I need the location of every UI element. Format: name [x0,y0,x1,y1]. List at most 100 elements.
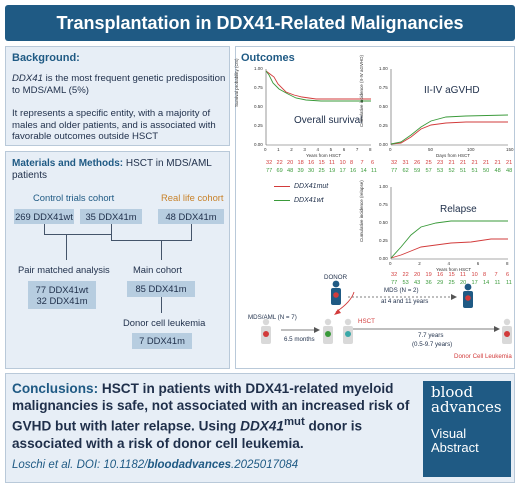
os-risk-wt: 25 [318,168,325,174]
os-x-tick: 5 [329,147,333,152]
relapse-risk-mut: 11 [460,272,466,278]
gvhd-title: II-IV aGVHD [424,85,480,96]
gvhd-risk-wt: 53 [437,168,444,174]
patient-icon-3 [343,318,353,344]
relapse-risk-wt: 43 [414,280,421,286]
journal-logo: blood advances Visual Abstract [423,381,511,477]
os-risk-mut: 18 [297,160,304,166]
gvhd-y-tick: 0.00 [379,142,388,147]
control-cohort-label: Control trials cohort [33,192,115,203]
gvhd-y-tick: 0.50 [379,104,388,109]
os-risk-wt: 48 [287,168,294,174]
relapse-title: Relapse [440,204,477,215]
methods-panel: Materials and Methods: HSCT in MDS/AML p… [5,151,230,369]
gvhd-risk-mut: 23 [437,160,444,166]
years-label: 7.7 years [418,332,444,339]
relapse-y-tick: 0.50 [379,220,388,225]
relapse-risk-mut: 19 [425,272,432,278]
os-risk-wt: 17 [339,168,346,174]
donor-cell-leukemia-box: 7 DDX41m [132,333,192,349]
relapse-x-tick: 8 [506,261,509,266]
connector [191,224,192,240]
os-risk-wt: 69 [276,168,283,174]
gvhd-ylabel: Cumulative incidence (II-IV aGVHD) [359,54,364,127]
patient-icon-1 [261,318,271,344]
relapse-risk-mut: 10 [471,272,478,278]
os-risk-mut: 15 [318,160,325,166]
relapse-risk-mut: 16 [437,272,444,278]
background-panel: Background: DDX41 is the most frequent g… [5,46,230,146]
connector [66,234,67,260]
gvhd-risk-wt: 52 [448,168,455,174]
os-risk-wt: 77 [266,168,273,174]
gvhd-risk-wt: 59 [414,168,421,174]
os-y-tick: 1.00 [254,66,263,71]
citation: Loschi et al. DOI: 10.1182/bloodadvances… [12,459,299,471]
os-x-tick: 3 [303,147,306,152]
connector [111,224,112,234]
relapse-risk-wt: 77 [391,280,398,286]
gvhd-xlabel: Days from HSCT [436,153,471,158]
relapse-risk-mut: 7 [494,272,498,278]
relapse-curve-mut [390,238,508,259]
gvhd-risk-mut: 21 [448,160,455,166]
relapse-risk-mut: 8 [483,272,487,278]
donor-cell-leukemia-caption: Donor Cell Leukemia [454,353,512,360]
os-curve-mut [265,70,371,100]
mds-later-label: MDS (N = 2) [384,287,419,294]
pair-matched-box: 77 DDX41wt 32 DDX41m [28,281,96,309]
legend-wt: DDX41wt [274,197,324,204]
donor-icon [331,280,341,305]
os-y-tick: 0.25 [254,123,263,128]
gvhd-risk-wt: 48 [506,168,513,174]
os-ylabel: Survival probability (OS) [234,58,239,107]
os-risk-mut: 6 [371,160,375,166]
donor-later-icon [463,283,473,308]
legend-mut: DDX41mut [274,183,328,190]
years-range-label: (0.5-9.7 years) [412,341,453,348]
relapse-risk-mut: 20 [414,272,421,278]
pair-matched-label: Pair matched analysis [18,264,110,275]
relapse-curve-wt [390,220,508,259]
os-x-tick: 2 [290,147,293,152]
connector [161,240,162,260]
gvhd-curve-mut [390,121,508,145]
os-risk-mut: 16 [308,160,315,166]
relapse-risk-wt: 14 [483,280,490,286]
cohort-box-m35: 35 DDX41m [80,209,142,224]
gvhd-x-tick: 150 [506,147,514,152]
gvhd-curve-wt [390,114,509,145]
relapse-y-tick: 1.00 [379,184,388,189]
gvhd-risk-mut: 26 [414,160,421,166]
patient-icon-2 [323,318,333,344]
os-risk-wt: 39 [297,168,304,174]
relapse-ylabel: Cumulative incidence (relapse) [359,180,364,242]
os-y-tick: 0.00 [254,142,263,147]
main-cohort-label: Main cohort [133,264,182,275]
gvhd-risk-mut: 21 [506,160,513,166]
gvhd-risk-wt: 51 [460,168,467,174]
os-risk-mut: 8 [350,160,354,166]
relapse-y-tick: 0.25 [379,238,388,243]
os-risk-mut: 7 [360,160,364,166]
gvhd-risk-mut: 32 [391,160,398,166]
os-y-tick: 0.75 [254,85,263,90]
connector [111,240,192,241]
connector [44,234,112,235]
relapse-risk-wt: 11 [494,280,501,286]
donor-label: DONOR [324,274,348,281]
relapse-risk-wt: 20 [460,280,467,286]
gvhd-risk-wt: 51 [471,168,478,174]
months-label: 6.5 months [284,336,315,343]
os-risk-wt: 16 [350,168,357,174]
patient-icon-4 [502,318,512,344]
gvhd-y-tick: 0.25 [379,123,388,128]
os-curve-wt [265,70,371,102]
relapse-risk-mut: 6 [506,272,510,278]
gvhd-risk-mut: 21 [494,160,501,166]
os-risk-wt: 19 [329,168,336,174]
gvhd-risk-wt: 48 [494,168,501,174]
outcomes-panel: Outcomes [234,46,515,369]
os-x-tick: 6 [342,147,346,152]
background-heading: Background: [12,52,80,64]
